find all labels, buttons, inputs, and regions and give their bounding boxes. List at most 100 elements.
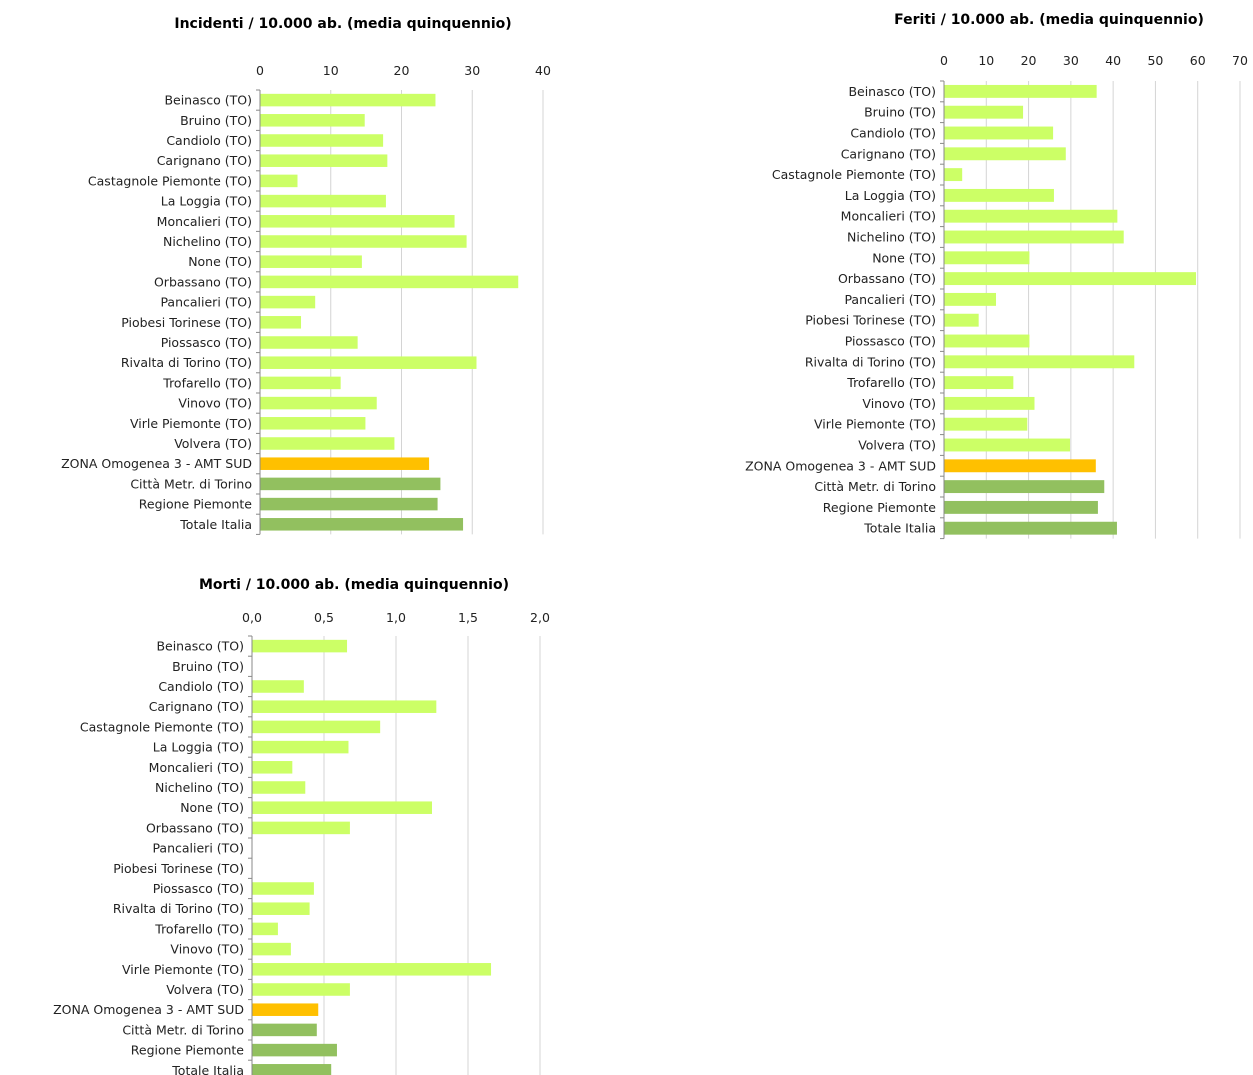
bar [252,801,432,814]
tick-label: 1,5 [458,610,478,625]
bar [944,84,1097,98]
bar [260,134,384,147]
bar [944,209,1118,223]
category-label: Piossasco (TO) [845,334,936,349]
category-label: Rivalta di Torino (TO) [113,901,244,916]
category-label: Bruino (TO) [172,659,244,674]
category-label: Candiolo (TO) [158,679,244,694]
category-label: Pancalieri (TO) [844,292,936,307]
category-label: Volvera (TO) [858,438,936,453]
category-label: None (TO) [180,800,244,815]
tick-label: 0,0 [242,610,262,625]
tick-label: 20 [394,63,410,78]
bar [944,521,1117,535]
tick-label: 30 [1063,53,1079,68]
bar [260,235,467,248]
category-label: Castagnole Piemonte (TO) [88,173,252,188]
category-label: Volvera (TO) [174,436,252,451]
category-label: Città Metr. di Torino [814,479,936,494]
category-label: Nichelino (TO) [163,234,252,249]
bar [260,376,341,390]
bar [944,126,1054,140]
bar [260,255,362,268]
category-label: Nichelino (TO) [847,230,936,245]
category-label: Virle Piemonte (TO) [130,416,252,431]
bar [260,457,430,470]
bar [252,1023,317,1037]
category-label: None (TO) [872,250,936,265]
category-label: Moncalieri (TO) [149,760,244,775]
category-label: La Loggia (TO) [161,194,252,209]
category-label: ZONA Omogenea 3 - AMT SUD [61,456,252,471]
category-label: Bruino (TO) [180,113,252,128]
tick-label: 0 [256,63,264,78]
category-label: Pancalieri (TO) [160,295,252,310]
chart-title: Morti / 10.000 ab. (media quinquennio) [199,577,509,593]
category-label: Candiolo (TO) [166,133,252,148]
category-label: La Loggia (TO) [845,188,936,203]
category-label: Orbassano (TO) [838,271,936,286]
tick-label: 1,0 [386,610,406,625]
category-label: Moncalieri (TO) [841,209,936,224]
bar [252,942,291,956]
bar [252,1043,337,1057]
bar [252,720,381,734]
bar [252,963,492,976]
category-label: Beinasco (TO) [848,84,936,99]
category-label: Rivalta di Torino (TO) [121,355,252,370]
bar [260,295,316,309]
category-label: Carignano (TO) [841,146,936,161]
category-label: Moncalieri (TO) [157,214,252,229]
chart-title: Feriti / 10.000 ab. (media quinquennio) [894,12,1204,28]
category-label: Castagnole Piemonte (TO) [772,167,936,182]
bar [944,292,997,306]
tick-label: 50 [1147,53,1163,68]
bar [252,821,350,835]
category-label: Nichelino (TO) [155,780,244,795]
category-label: Totale Italia [863,521,936,536]
category-label: Piobesi Torinese (TO) [805,313,936,328]
bar [944,313,979,327]
category-label: ZONA Omogenea 3 - AMT SUD [53,1002,244,1017]
category-label: Beinasco (TO) [164,93,252,108]
bar [260,93,436,107]
category-label: Carignano (TO) [149,699,244,714]
category-label: Piobesi Torinese (TO) [113,861,244,876]
tick-label: 30 [464,63,480,78]
bar [944,480,1105,494]
chart-svg: Feriti / 10.000 ab. (media quinquennio) 0… [745,12,1248,540]
bar [944,438,1071,452]
category-label: Rivalta di Torino (TO) [805,354,936,369]
tick-label: 2,0 [530,610,550,625]
bar [944,188,1054,202]
category-label: Regione Piemonte [139,497,253,512]
category-label: Orbassano (TO) [154,274,252,289]
bar [944,147,1066,161]
category-label: Piobesi Torinese (TO) [121,315,252,330]
bar [944,500,1098,514]
bar [944,105,1024,119]
category-label: Castagnole Piemonte (TO) [80,719,244,734]
bar [260,477,441,491]
bar [260,174,298,188]
category-label: Totale Italia [171,1063,244,1075]
bar [260,396,377,410]
bar [944,417,1028,431]
tick-label: 0,5 [314,610,334,625]
bar [252,1003,319,1016]
bar [944,459,1096,473]
bar [260,437,395,450]
category-label: Città Metr. di Torino [122,1022,244,1037]
category-label: Pancalieri (TO) [152,841,244,856]
category-label: Carignano (TO) [157,153,252,168]
tick-label: 60 [1190,53,1206,68]
category-label: La Loggia (TO) [153,740,244,755]
bar [260,497,438,511]
category-label: Trofarello (TO) [154,921,244,936]
category-label: ZONA Omogenea 3 - AMT SUD [745,458,936,473]
tick-label: 40 [1105,53,1121,68]
bar [252,740,349,754]
bar [252,680,304,693]
chart-morti: Morti / 10.000 ab. (media quinquennio) 0,… [0,560,600,1075]
bar [252,700,437,713]
